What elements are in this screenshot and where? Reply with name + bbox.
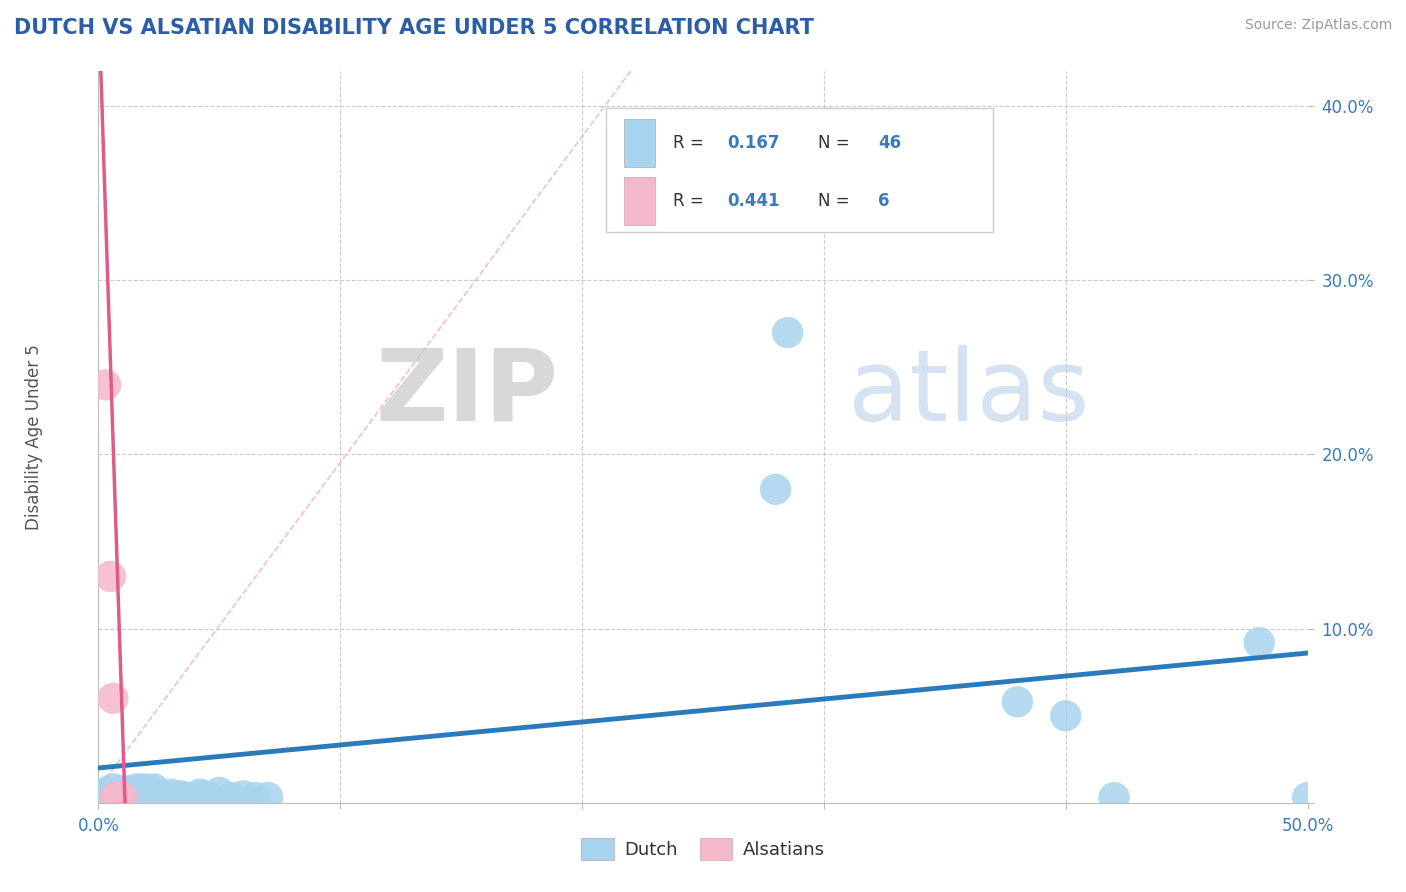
Ellipse shape xyxy=(136,775,167,806)
Ellipse shape xyxy=(103,777,134,808)
Ellipse shape xyxy=(215,782,247,814)
Ellipse shape xyxy=(184,779,215,810)
Ellipse shape xyxy=(1001,686,1033,717)
Y-axis label: Disability Age Under 5: Disability Age Under 5 xyxy=(25,344,42,530)
Ellipse shape xyxy=(90,777,121,808)
Ellipse shape xyxy=(93,782,124,814)
Ellipse shape xyxy=(121,773,153,805)
Ellipse shape xyxy=(228,780,259,812)
Ellipse shape xyxy=(188,780,221,812)
Text: 0.441: 0.441 xyxy=(727,192,780,211)
Ellipse shape xyxy=(772,317,803,348)
Ellipse shape xyxy=(129,773,160,805)
FancyBboxPatch shape xyxy=(624,119,655,167)
Text: 46: 46 xyxy=(879,134,901,152)
Ellipse shape xyxy=(146,782,177,814)
FancyBboxPatch shape xyxy=(606,108,993,232)
Ellipse shape xyxy=(143,780,174,812)
Ellipse shape xyxy=(94,780,127,812)
Ellipse shape xyxy=(114,775,146,806)
Ellipse shape xyxy=(174,782,207,814)
Ellipse shape xyxy=(124,779,155,810)
Ellipse shape xyxy=(240,782,271,814)
Text: Source: ZipAtlas.com: Source: ZipAtlas.com xyxy=(1244,18,1392,32)
Text: atlas: atlas xyxy=(848,344,1090,442)
FancyBboxPatch shape xyxy=(624,178,655,225)
Ellipse shape xyxy=(1050,700,1081,731)
Text: N =: N = xyxy=(818,192,855,211)
Ellipse shape xyxy=(1098,782,1130,814)
Ellipse shape xyxy=(107,782,138,814)
Ellipse shape xyxy=(155,779,187,810)
Ellipse shape xyxy=(127,775,157,806)
Ellipse shape xyxy=(134,777,165,808)
Ellipse shape xyxy=(252,782,284,814)
Ellipse shape xyxy=(100,782,131,814)
Legend: Dutch, Alsatians: Dutch, Alsatians xyxy=(574,830,832,867)
Ellipse shape xyxy=(160,782,191,814)
Ellipse shape xyxy=(110,780,141,812)
Ellipse shape xyxy=(97,682,129,714)
Ellipse shape xyxy=(150,782,181,814)
Ellipse shape xyxy=(131,777,163,808)
Ellipse shape xyxy=(97,773,129,805)
Ellipse shape xyxy=(141,782,172,814)
Ellipse shape xyxy=(120,779,150,810)
Ellipse shape xyxy=(204,777,235,808)
Text: ZIP: ZIP xyxy=(375,344,558,442)
Ellipse shape xyxy=(1292,782,1323,814)
Text: R =: R = xyxy=(672,192,709,211)
Ellipse shape xyxy=(138,773,170,805)
Ellipse shape xyxy=(194,782,225,814)
Ellipse shape xyxy=(1243,627,1275,658)
Ellipse shape xyxy=(94,561,127,592)
Text: 6: 6 xyxy=(879,192,890,211)
Text: 0.167: 0.167 xyxy=(727,134,780,152)
Text: DUTCH VS ALSATIAN DISABILITY AGE UNDER 5 CORRELATION CHART: DUTCH VS ALSATIAN DISABILITY AGE UNDER 5… xyxy=(14,18,814,37)
Ellipse shape xyxy=(90,369,121,401)
Ellipse shape xyxy=(165,780,197,812)
Ellipse shape xyxy=(111,782,143,814)
Text: R =: R = xyxy=(672,134,709,152)
Ellipse shape xyxy=(170,782,201,814)
Ellipse shape xyxy=(759,474,792,505)
Ellipse shape xyxy=(100,782,131,814)
Ellipse shape xyxy=(104,782,136,814)
Ellipse shape xyxy=(107,775,138,806)
Ellipse shape xyxy=(103,782,134,814)
Ellipse shape xyxy=(87,782,120,814)
Text: N =: N = xyxy=(818,134,855,152)
Ellipse shape xyxy=(117,777,148,808)
